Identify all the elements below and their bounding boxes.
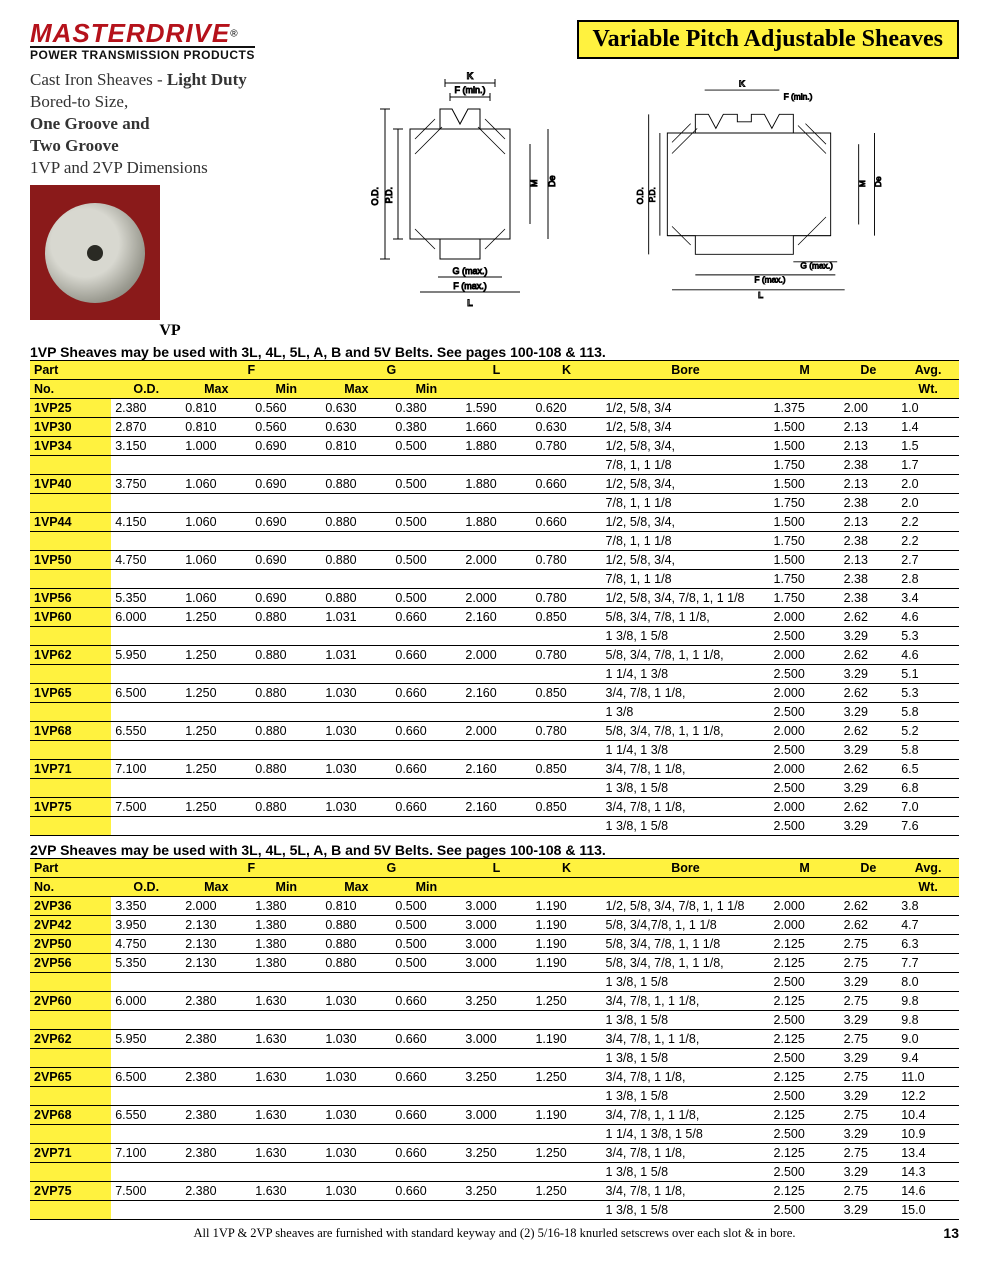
svg-text:F (min.): F (min.) xyxy=(455,85,486,95)
table-1vp: Part FG LKBore MDeAvg. No.O.D. MaxMinMax… xyxy=(30,360,959,836)
svg-text:F (max.): F (max.) xyxy=(754,274,785,284)
table-row: 7/8, 1, 1 1/81.7502.382.2 xyxy=(30,532,959,551)
table-row: 2VP504.7502.1301.380 0.8800.5003.0001.19… xyxy=(30,935,959,954)
logo-sub: POWER TRANSMISSION PRODUCTS xyxy=(30,46,255,61)
diagram-1vp: K F (min.) O.D. P.D. M De xyxy=(330,69,610,309)
table-note-1: 1VP Sheaves may be used with 3L, 4L, 5L,… xyxy=(30,344,959,360)
table-row: 1VP504.7501.0600.690 0.8800.5002.0000.78… xyxy=(30,551,959,570)
table-row: 1VP606.0001.2500.880 1.0310.6602.1600.85… xyxy=(30,608,959,627)
table-row: 1VP444.1501.0600.690 0.8800.5001.8800.66… xyxy=(30,513,959,532)
svg-text:K: K xyxy=(739,78,745,88)
svg-text:M: M xyxy=(529,180,539,188)
svg-text:L: L xyxy=(758,290,763,300)
table-row: 1VP302.8700.8100.560 0.6300.3801.6600.63… xyxy=(30,418,959,437)
table-row: 1VP252.3800.8100.560 0.6300.3801.5900.62… xyxy=(30,399,959,418)
table-row: 2VP625.9502.3801.630 1.0300.6603.0001.19… xyxy=(30,1030,959,1049)
table-row: 1VP656.5001.2500.880 1.0300.6602.1600.85… xyxy=(30,684,959,703)
svg-text:G (max.): G (max.) xyxy=(453,266,488,276)
table-row: 2VP757.5002.3801.630 1.0300.6603.2501.25… xyxy=(30,1182,959,1201)
table-row: 1 3/8, 1 5/82.5003.298.0 xyxy=(30,973,959,992)
table-row: 2VP656.5002.3801.630 1.0300.6603.2501.25… xyxy=(30,1068,959,1087)
svg-text:F (min.): F (min.) xyxy=(784,91,813,101)
svg-text:De: De xyxy=(547,175,557,187)
sheave-icon xyxy=(45,203,145,303)
table-row: 1VP565.3501.0600.690 0.8800.5002.0000.78… xyxy=(30,589,959,608)
table-2vp: Part FG LKBore MDeAvg. No.O.D. MaxMinMax… xyxy=(30,858,959,1220)
table-note-2: 2VP Sheaves may be used with 3L, 4L, 5L,… xyxy=(30,842,959,858)
table-row: 1VP343.1501.0000.690 0.8100.5001.8800.78… xyxy=(30,437,959,456)
vp-label: VP xyxy=(30,322,310,340)
table-row: 7/8, 1, 1 1/81.7502.382.8 xyxy=(30,570,959,589)
table-row: 7/8, 1, 1 1/81.7502.381.7 xyxy=(30,456,959,475)
svg-text:O.D.: O.D. xyxy=(370,187,380,206)
svg-text:De: De xyxy=(873,176,883,187)
table-row: 2VP363.3502.0001.380 0.8100.5003.0001.19… xyxy=(30,897,959,916)
table-row: 1VP403.7501.0600.690 0.8800.5001.8800.66… xyxy=(30,475,959,494)
table-row: 7/8, 1, 1 1/81.7502.382.0 xyxy=(30,494,959,513)
table-row: 2VP565.3502.1301.380 0.8800.5003.0001.19… xyxy=(30,954,959,973)
diagrams: K F (min.) O.D. P.D. M De xyxy=(330,69,959,309)
table-row: 1 1/4, 1 3/8, 1 5/82.5003.2910.9 xyxy=(30,1125,959,1144)
table-row: 1 3/8, 1 5/82.5003.297.6 xyxy=(30,817,959,836)
table-row: 1 3/8, 1 5/82.5003.296.8 xyxy=(30,779,959,798)
logo-main: MASTERDRIVE xyxy=(30,18,230,48)
product-image: VP xyxy=(30,185,310,340)
title-banner: Variable Pitch Adjustable Sheaves xyxy=(577,20,959,59)
diagram-2vp: K F (min.) O.D. P.D. M De G (max.) F (ma… xyxy=(630,69,910,309)
table-row: 1 3/8, 1 5/82.5003.2912.2 xyxy=(30,1087,959,1106)
table-row: 1 3/8, 1 5/82.5003.295.3 xyxy=(30,627,959,646)
table-row: 2VP606.0002.3801.630 1.0300.6603.2501.25… xyxy=(30,992,959,1011)
table-row: 1VP717.1001.2500.880 1.0300.6602.1600.85… xyxy=(30,760,959,779)
svg-text:F (max.): F (max.) xyxy=(453,281,487,291)
table-row: 1 3/8, 1 5/82.5003.299.8 xyxy=(30,1011,959,1030)
logo: MASTERDRIVE® POWER TRANSMISSION PRODUCTS xyxy=(30,20,255,61)
svg-text:M: M xyxy=(857,180,867,187)
table-row: 1 3/8, 1 5/82.5003.2915.0 xyxy=(30,1201,959,1220)
table-row: 1 3/8, 1 5/82.5003.2914.3 xyxy=(30,1163,959,1182)
table-row: 1VP686.5501.2500.880 1.0300.6602.0000.78… xyxy=(30,722,959,741)
table-row: 1 3/82.5003.295.8 xyxy=(30,703,959,722)
table-row: 2VP423.9502.1301.380 0.8800.5003.0001.19… xyxy=(30,916,959,935)
table-row: 1 1/4, 1 3/82.5003.295.8 xyxy=(30,741,959,760)
table-row: 1VP625.9501.2500.880 1.0310.6602.0000.78… xyxy=(30,646,959,665)
table-row: 1VP757.5001.2500.880 1.0300.6602.1600.85… xyxy=(30,798,959,817)
svg-text:P.D.: P.D. xyxy=(384,187,394,203)
svg-text:P.D.: P.D. xyxy=(647,187,657,202)
svg-text:K: K xyxy=(467,71,474,81)
svg-text:O.D.: O.D. xyxy=(635,187,645,204)
table-row: 2VP686.5502.3801.630 1.0300.6603.0001.19… xyxy=(30,1106,959,1125)
table-row: 1 1/4, 1 3/82.5003.295.1 xyxy=(30,665,959,684)
intro-text: Cast Iron Sheaves - Light Duty Bored-to … xyxy=(30,69,310,179)
table-row: 1 3/8, 1 5/82.5003.299.4 xyxy=(30,1049,959,1068)
svg-text:L: L xyxy=(467,298,473,308)
table-row: 2VP717.1002.3801.630 1.0300.6603.2501.25… xyxy=(30,1144,959,1163)
